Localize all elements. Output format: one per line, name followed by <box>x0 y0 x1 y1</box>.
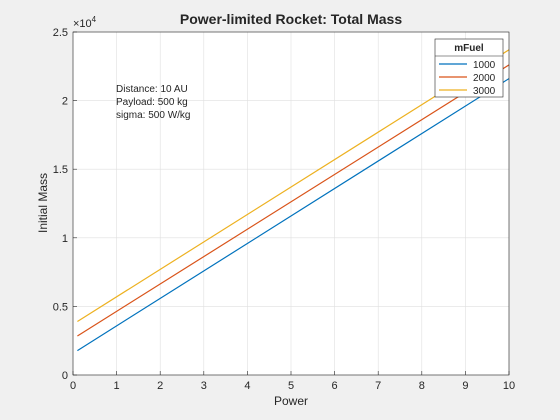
x-tick-label: 3 <box>201 380 207 392</box>
y-tick-label: 1 <box>62 233 68 245</box>
annotation-distance: Distance: 10 AU <box>116 84 188 95</box>
y-tick-label: 2 <box>62 96 68 108</box>
x-tick-label: 10 <box>503 380 515 392</box>
x-tick-label: 6 <box>332 380 338 392</box>
ticks: 0 1 2 3 4 5 6 7 8 9 10 0 0.5 1 1.5 2 2.5 <box>53 27 515 392</box>
legend-box <box>434 38 504 98</box>
legend-title: mFuel <box>454 43 484 54</box>
y-axis-label: Initial Mass <box>36 173 50 233</box>
chart-title: Power-limited Rocket: Total Mass <box>180 11 402 27</box>
x-tick-label: 7 <box>375 380 381 392</box>
legend-label-1000: 1000 <box>473 60 496 71</box>
y-exponent-power: 4 <box>92 15 97 24</box>
legend-label-3000: 3000 <box>473 86 496 97</box>
y-exponent-base: ×10 <box>73 18 92 30</box>
y-tick-label: 0.5 <box>53 301 68 313</box>
annotation-sigma: sigma: 500 W/kg <box>116 110 190 121</box>
x-axis-label: Power <box>274 394 308 408</box>
series-line-1000 <box>77 78 510 352</box>
series-line-2000 <box>77 64 510 337</box>
y-exponent-label: ×104 <box>73 15 97 30</box>
x-tick-label: 1 <box>114 380 120 392</box>
legend[interactable]: mFuel 1000 2000 3000 <box>434 38 504 98</box>
y-tick-label: 2.5 <box>53 27 68 39</box>
y-tick-label: 1.5 <box>53 164 68 176</box>
x-tick-label: 5 <box>288 380 294 392</box>
x-tick-label: 8 <box>419 380 425 392</box>
x-tick-label: 9 <box>462 380 468 392</box>
annotation-block: Distance: 10 AU Payload: 500 kg sigma: 5… <box>116 84 190 121</box>
x-tick-label: 2 <box>157 380 163 392</box>
x-tick-label: 4 <box>244 380 250 392</box>
y-tick-label: 0 <box>62 370 68 382</box>
x-tick-label: 0 <box>70 380 76 392</box>
legend-label-2000: 2000 <box>473 73 496 84</box>
annotation-payload: Payload: 500 kg <box>116 97 188 108</box>
